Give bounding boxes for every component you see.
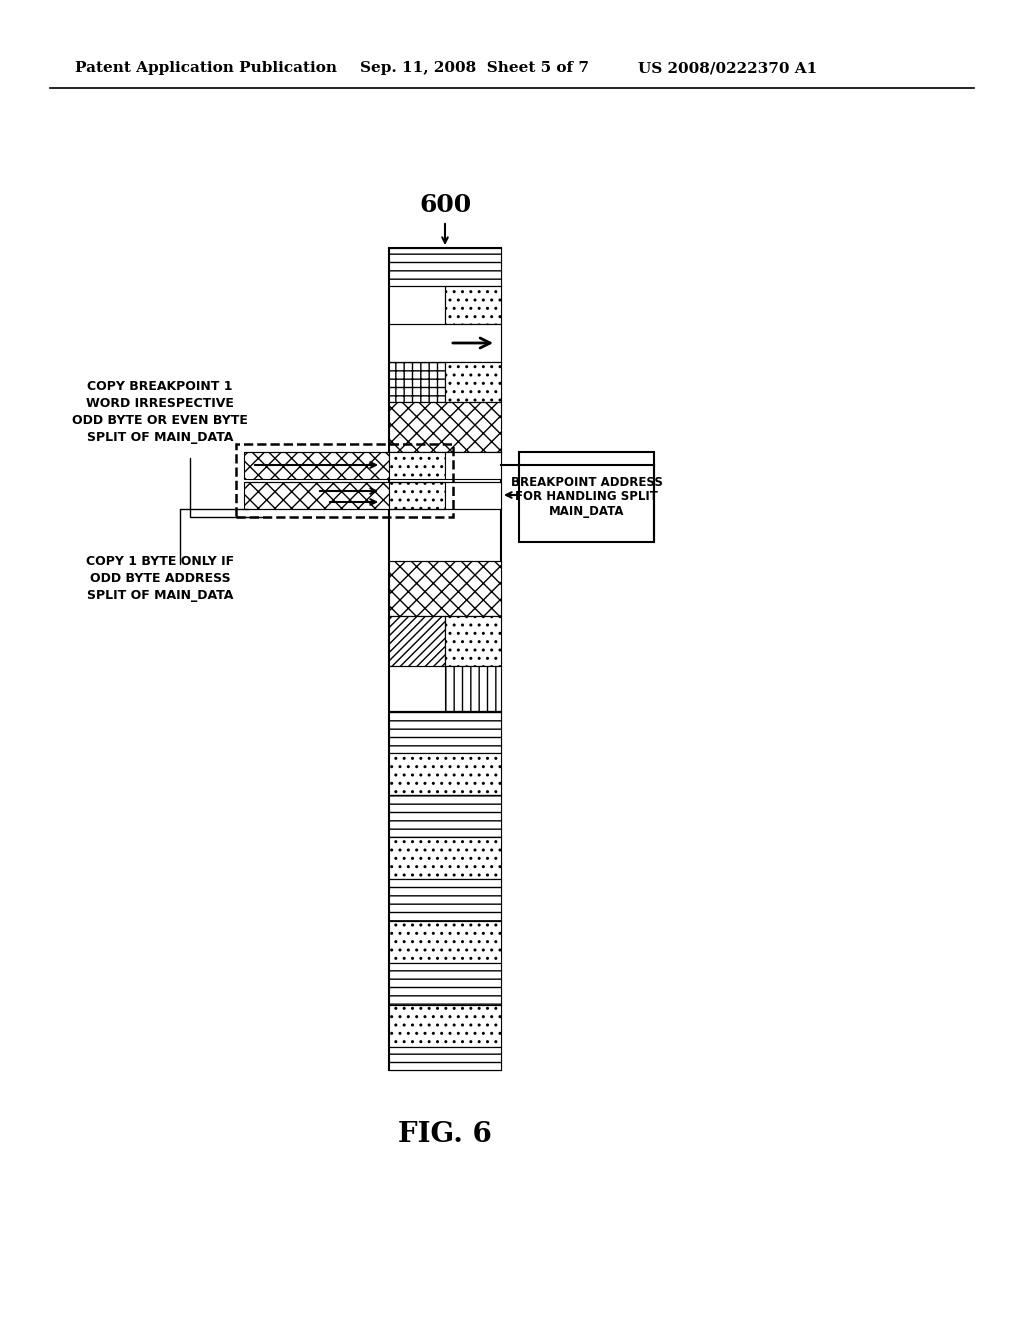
Bar xyxy=(519,451,654,543)
Bar xyxy=(445,667,501,711)
Bar xyxy=(389,964,501,1005)
Bar xyxy=(445,286,501,323)
Bar xyxy=(389,1005,501,1047)
Bar xyxy=(389,879,501,921)
Bar xyxy=(244,451,389,479)
Bar xyxy=(389,248,501,1071)
Text: COPY BREAKPOINT 1
WORD IRRESPECTIVE
ODD BYTE OR EVEN BYTE
SPLIT OF MAIN_DATA: COPY BREAKPOINT 1 WORD IRRESPECTIVE ODD … xyxy=(72,380,248,444)
Bar xyxy=(389,561,501,616)
Bar xyxy=(389,795,501,837)
Text: 600: 600 xyxy=(419,193,471,216)
Bar xyxy=(389,482,445,510)
Bar xyxy=(389,1047,501,1071)
Bar xyxy=(389,362,445,403)
Bar xyxy=(389,323,501,362)
Bar xyxy=(445,482,501,510)
Bar xyxy=(389,248,501,286)
Bar xyxy=(445,616,501,667)
Bar xyxy=(445,451,501,479)
Text: COPY 1 BYTE ONLY IF
ODD BYTE ADDRESS
SPLIT OF MAIN_DATA: COPY 1 BYTE ONLY IF ODD BYTE ADDRESS SPL… xyxy=(86,554,234,602)
Text: FIG. 6: FIG. 6 xyxy=(398,1122,492,1148)
Text: US 2008/0222370 A1: US 2008/0222370 A1 xyxy=(638,61,817,75)
Bar xyxy=(389,451,445,479)
Text: Patent Application Publication: Patent Application Publication xyxy=(75,61,337,75)
Text: BREAKPOINT ADDRESS
FOR HANDLING SPLIT
MAIN_DATA: BREAKPOINT ADDRESS FOR HANDLING SPLIT MA… xyxy=(511,475,663,519)
Text: Sep. 11, 2008  Sheet 5 of 7: Sep. 11, 2008 Sheet 5 of 7 xyxy=(360,61,589,75)
Bar xyxy=(389,837,501,879)
Bar xyxy=(236,444,453,517)
Bar xyxy=(244,482,389,510)
Bar xyxy=(389,403,501,451)
Bar xyxy=(389,711,501,752)
Bar xyxy=(389,616,445,667)
Bar xyxy=(389,921,501,964)
Bar xyxy=(389,752,501,795)
Bar xyxy=(445,362,501,403)
